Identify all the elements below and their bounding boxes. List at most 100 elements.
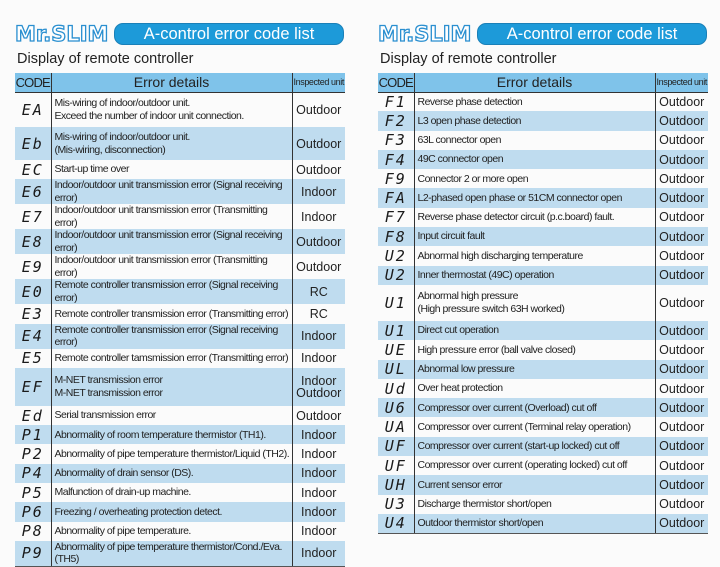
error-code: E9 — [15, 254, 52, 280]
error-code: E5 — [15, 348, 52, 368]
panel-title: A-control error code list — [114, 23, 344, 45]
header-code: CODE — [378, 73, 415, 93]
table-row: U2 Abnormal high discharging temperature O… — [378, 246, 708, 266]
error-details: Start-up time over — [54, 163, 130, 176]
error-details: Abnormality of drain sensor (DS). — [51, 463, 292, 484]
inspected-unit: Indoor — [291, 179, 345, 205]
inspected-unit: Outdoor — [654, 130, 708, 150]
error-code: P8 — [15, 521, 52, 541]
error-details: Abnormal high pressure (High pressure sw… — [417, 290, 565, 315]
inspected-unit: Indoor — [291, 502, 345, 522]
error-code: Eb — [15, 127, 52, 160]
table-row: E8 Indoor/outdoor unit transmission error… — [15, 229, 345, 255]
table-row: U3 Discharge thermistor short/open Outdoor — [378, 494, 708, 514]
table-row: F1 Reverse phase detection Outdoor — [378, 92, 708, 112]
table-row: P9 Abnormality of pipe temperature thermi… — [15, 540, 345, 567]
inspected-unit: RC — [291, 279, 345, 305]
panel-title: A-control error code list — [477, 23, 707, 45]
error-code: Ed — [15, 405, 52, 426]
inspected-unit: RC — [291, 304, 345, 324]
error-code: E4 — [15, 323, 52, 349]
error-details: Indoor/outdoor unit transmission error (… — [51, 179, 292, 205]
error-details: Direct cut operation — [414, 320, 655, 341]
inspected-unit: Indoor — [291, 204, 345, 230]
error-details: Indoor/outdoor unit transmission error (… — [54, 204, 268, 229]
inspected-unit: Outdoor — [654, 169, 708, 189]
table-row: UE High pressure error (ball valve closed… — [378, 340, 708, 360]
inspected-unit: Indoor — [291, 483, 345, 503]
brand: Mr.SLIM — [14, 21, 109, 46]
error-details: Freezing / overheating protection detect… — [51, 502, 292, 522]
inspected-unit: Outdoor — [654, 111, 708, 131]
inspected-unit: Outdoor — [291, 160, 345, 180]
table-row: FA L2-phased open phase or 51CM connector… — [378, 188, 708, 208]
table-row: UH Current sensor error Outdoor — [378, 475, 708, 495]
error-details: Abnormality of pipe temperature thermist… — [54, 447, 290, 460]
error-details: L2-phased open phase or 51CM connector o… — [414, 188, 655, 208]
error-code: Ud — [378, 378, 415, 399]
panel-subtitle: Display of remote controller — [17, 51, 194, 67]
error-details: Current sensor error — [414, 475, 655, 495]
error-code: E7 — [15, 204, 52, 230]
inspected-unit: Outdoor — [654, 207, 708, 228]
panel-subtitle: Display of remote controller — [380, 51, 557, 67]
error-details: 49C connector open — [414, 149, 655, 170]
error-code: F7 — [378, 207, 415, 228]
error-code: F1 — [378, 92, 415, 112]
table-row: F7 Reverse phase detector circuit (p.c.bo… — [378, 207, 708, 228]
inspected-unit: Outdoor — [654, 265, 708, 285]
error-code: P4 — [15, 463, 52, 484]
header-unit: Inspected unit — [291, 73, 345, 93]
error-code: UL — [378, 359, 415, 379]
error-code: E0 — [15, 279, 52, 305]
table-row: F3 63L connector open Outdoor — [378, 130, 708, 150]
table-row: UL Abnormal low pressure Outdoor — [378, 359, 708, 379]
inspected-unit: Outdoor — [654, 284, 708, 321]
error-code: P5 — [15, 483, 52, 503]
header-unit: Inspected unit — [654, 73, 708, 93]
error-details: Remote controller transmission error (Tr… — [54, 307, 289, 320]
inspected-unit: Outdoor — [654, 227, 708, 247]
mr-slim-logo: Mr.SLIM — [14, 21, 109, 46]
table-row: U6 Compressor over current (Overload) cut… — [378, 398, 708, 418]
error-details: Reverse phase detector circuit (p.c.boar… — [417, 211, 615, 224]
table-row: UF Compressor over current (start-up lock… — [378, 436, 708, 457]
table-row: U1 Direct cut operation Outdoor — [378, 320, 708, 341]
error-code: EF — [15, 367, 52, 406]
error-code: F2 — [378, 111, 415, 131]
error-details: Connector 2 or more open — [417, 172, 529, 185]
inspected-unit: Outdoor — [654, 359, 708, 379]
error-details: Remote controller tamsmission error (Tra… — [54, 351, 289, 364]
error-details: Abnormality of room temperature thermist… — [51, 425, 292, 445]
table-row: UA Compressor over current (Terminal rela… — [378, 417, 708, 437]
error-code: P9 — [15, 540, 52, 567]
error-code-table: CODE Error details Inspected unit EA Mis-… — [15, 73, 345, 567]
error-details: Abnormal low pressure — [414, 359, 655, 379]
inspected-unit: Outdoor — [654, 475, 708, 495]
error-details: Compressor over current (Terminal relay … — [417, 420, 632, 433]
header-details: Error details — [414, 73, 655, 93]
error-details: Abnormality of pipe temperature. — [54, 525, 192, 538]
inspected-unit: Outdoor — [654, 513, 708, 534]
table-row: U2 Inner thermostat (49C) operation Outdoo… — [378, 265, 708, 285]
table-row: U1 Abnormal high pressure (High pressure … — [378, 284, 708, 321]
inspected-unit: Indoor — [291, 323, 345, 349]
table-row: P1 Abnormality of room temperature thermi… — [15, 425, 345, 445]
table-row: EA Mis-wiring of indoor/outdoor unit. Exc… — [15, 92, 345, 127]
table-row: F2 L3 open phase detection Outdoor — [378, 111, 708, 131]
inspected-unit: Outdoor — [654, 246, 708, 266]
error-details: Abnormality of pipe temperature thermist… — [51, 540, 292, 567]
header-details: Error details — [51, 73, 292, 93]
error-code: E6 — [15, 179, 52, 205]
error-details: L3 open phase detection — [414, 111, 655, 131]
inspected-unit: Outdoor — [654, 456, 708, 476]
header-code: CODE — [15, 73, 52, 93]
error-details: Input circuit fault — [414, 227, 655, 247]
table-row: E0 Remote controller transmission error (… — [15, 279, 345, 305]
error-code: EC — [15, 160, 52, 180]
error-code: U3 — [378, 494, 415, 514]
error-code: U6 — [378, 398, 415, 418]
table-row: EC Start-up time over Outdoor — [15, 160, 345, 180]
error-code: UA — [378, 417, 415, 437]
error-details: Mis-wiring of indoor/outdoor unit. (Mis-… — [51, 127, 292, 160]
